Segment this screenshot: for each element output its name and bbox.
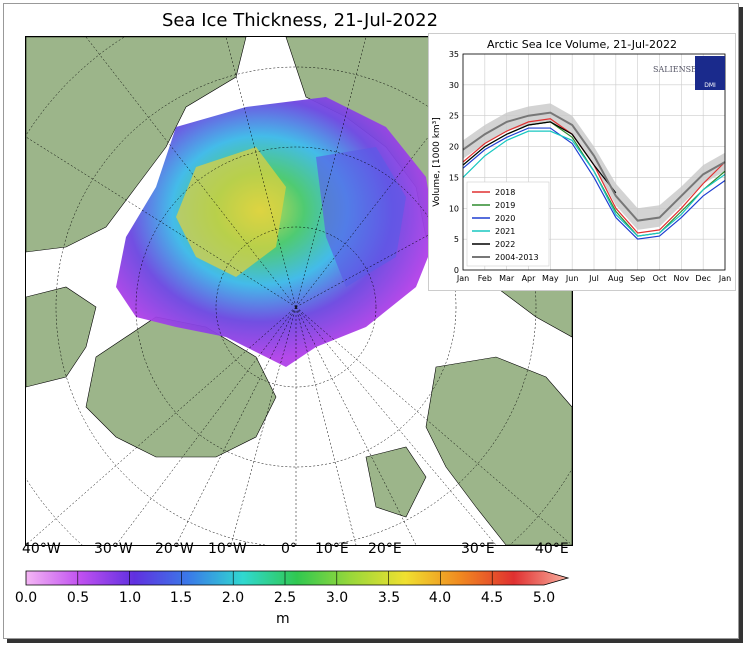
volume-inset: Arctic Sea Ice Volume, 21-Jul-2022 0 5 10 1… — [428, 33, 736, 291]
cb-tick-5: 2.5 — [273, 590, 297, 606]
y-tick-label: 35 — [449, 50, 459, 59]
inset-title: Arctic Sea Ice Volume, 21-Jul-2022 — [486, 38, 678, 51]
arctic-map — [25, 36, 573, 546]
cb-tick-1: 0.5 — [66, 590, 90, 606]
legend-box — [466, 181, 550, 267]
cb-tick-9: 4.5 — [480, 590, 504, 606]
cb-tick-3: 1.5 — [169, 590, 193, 606]
x-tick-label: Mar — [499, 274, 515, 283]
map-title: Sea Ice Thickness, 21-Jul-2022 — [161, 10, 439, 31]
series-line-2021 — [462, 130, 726, 237]
y-tick-label: 15 — [449, 173, 459, 182]
cb-tick-8: 4.0 — [428, 590, 452, 606]
cb-tick-6: 3.0 — [325, 590, 349, 606]
legend-label-2019: 2019 — [495, 201, 515, 210]
cb-tick-4: 2.0 — [221, 590, 245, 606]
lon-label-20e: 20°E — [368, 541, 402, 557]
cb-tick-7: 3.5 — [377, 590, 401, 606]
x-tick-label: Jul — [588, 274, 599, 283]
cb-tick-10: 5.0 — [532, 590, 556, 606]
lon-label-20w: 20°W — [155, 541, 194, 557]
lon-label-30w: 30°W — [94, 541, 133, 557]
cb-tick-0: 0.0 — [14, 590, 38, 606]
x-tick-label: Jan — [456, 274, 469, 283]
land-scandinavia — [425, 356, 572, 545]
salienseas-logo: SALIENSEAS — [653, 65, 708, 74]
lon-label-10e: 10°E — [315, 541, 349, 557]
colorbar-unit: m — [276, 611, 290, 627]
y-axis-label: Volume, [1000 km³] — [432, 117, 442, 207]
x-tick-label: Feb — [478, 274, 492, 283]
dmi-badge — [695, 56, 725, 90]
series-line-2004-2013 — [462, 111, 726, 222]
y-tick-label: 0 — [454, 266, 459, 275]
land-canada-south — [26, 286, 97, 388]
series-line-2020 — [462, 127, 726, 240]
x-tick-label: May — [542, 274, 559, 283]
plot-frame — [462, 53, 726, 271]
legend-label-2021: 2021 — [495, 227, 515, 236]
cb-tick-2: 1.0 — [118, 590, 142, 606]
legend-label-2018: 2018 — [495, 188, 515, 197]
legend-label-2004-2013: 2004-2013 — [495, 253, 539, 262]
land-svalbard — [365, 446, 427, 518]
land-canada — [26, 37, 247, 253]
lon-label-40w: 40°W — [22, 541, 61, 557]
legend-label-2020: 2020 — [495, 214, 515, 223]
y-tick-label: 25 — [449, 112, 459, 121]
lon-label-40e: 40°E — [535, 541, 569, 557]
colorbar — [25, 570, 570, 586]
x-tick-label: Jun — [565, 274, 579, 283]
x-tick-label: Oct — [653, 274, 667, 283]
y-tick-label: 5 — [454, 235, 459, 244]
volume-chart: 0 5 10 15 20 25 30 35 Jan Feb Mar Apr May Jun Jul Aug Se… — [432, 50, 731, 283]
lon-label-10w: 10°W — [208, 541, 247, 557]
x-tick-label: Aug — [608, 274, 624, 283]
map-svg — [26, 37, 572, 545]
series-line-2022 — [462, 121, 617, 194]
x-tick-label: Jan — [718, 274, 731, 283]
ice-thick-core — [176, 147, 286, 277]
x-tick-label: Dec — [695, 274, 710, 283]
dmi-badge-label: DMI — [704, 82, 716, 89]
y-tick-label: 20 — [449, 143, 459, 152]
x-tick-label: Sep — [630, 274, 645, 283]
legend-label-2022: 2022 — [495, 240, 515, 249]
lon-label-0: 0° — [281, 541, 297, 557]
x-tick-label: Nov — [674, 274, 690, 283]
y-tick-label: 10 — [449, 204, 459, 213]
x-tick-label: Apr — [522, 274, 537, 283]
lon-label-30e: 30°E — [461, 541, 495, 557]
y-tick-label: 30 — [449, 81, 459, 90]
